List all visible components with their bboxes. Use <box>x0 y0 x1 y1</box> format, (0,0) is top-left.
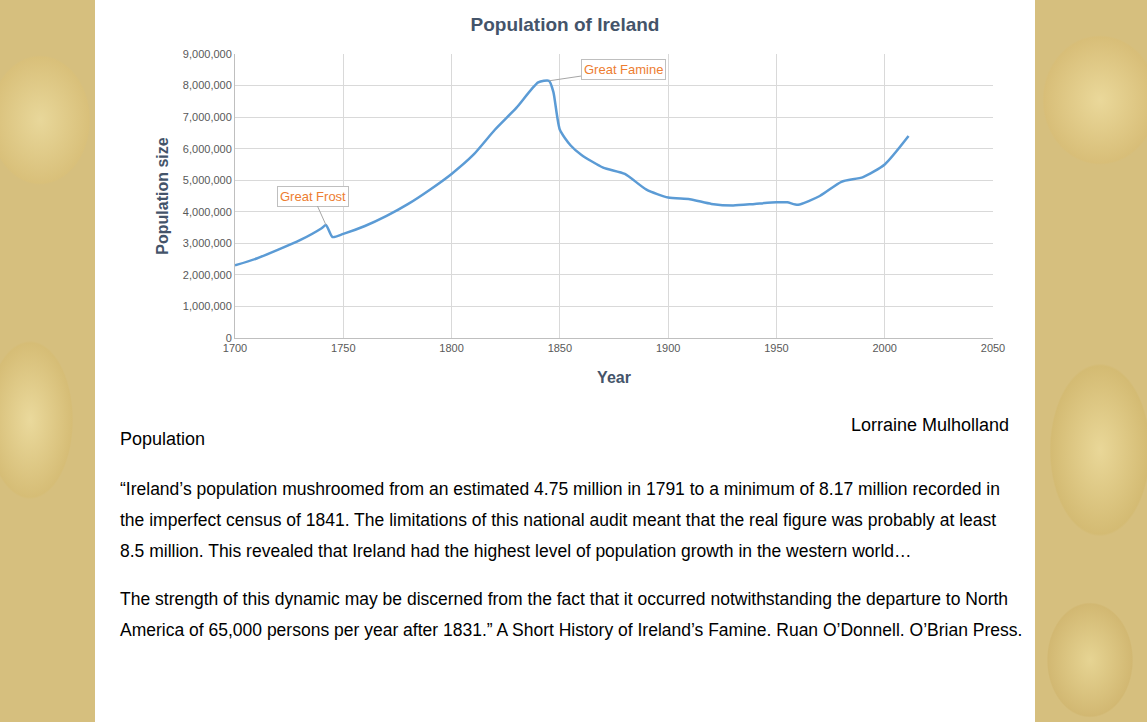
svg-text:2050: 2050 <box>981 342 1005 354</box>
svg-text:2000: 2000 <box>872 342 896 354</box>
svg-text:5,000,000: 5,000,000 <box>183 174 232 186</box>
svg-text:Great Famine: Great Famine <box>584 62 663 77</box>
html-text:The strength of this dynamic m: The strength of this dynamic may be disc… <box>120 589 1023 640</box>
html-text:“Ireland’s population mushroom: “Ireland’s population mushroomed from an… <box>120 479 1000 561</box>
svg-text:8,000,000: 8,000,000 <box>183 79 232 91</box>
svg-text:9,000,000: 9,000,000 <box>183 48 232 60</box>
svg-text:1850: 1850 <box>548 342 572 354</box>
html-text:Population: Population <box>120 429 206 449</box>
svg-text:0: 0 <box>226 332 232 344</box>
svg-text:1950: 1950 <box>764 342 788 354</box>
svg-text:Population of Ireland: Population of Ireland <box>471 14 660 35</box>
svg-text:1,000,000: 1,000,000 <box>183 300 232 312</box>
svg-text:1700: 1700 <box>223 342 247 354</box>
html-text:Lorraine Mulholland: Lorraine Mulholland <box>850 415 1009 435</box>
svg-text:4,000,000: 4,000,000 <box>183 206 232 218</box>
svg-text:1800: 1800 <box>439 342 463 354</box>
svg-text:1750: 1750 <box>331 342 355 354</box>
svg-text:6,000,000: 6,000,000 <box>183 143 232 155</box>
svg-text:Great Frost: Great Frost <box>280 189 346 204</box>
svg-text:1900: 1900 <box>656 342 680 354</box>
svg-text:Population size: Population size <box>154 137 171 254</box>
svg-text:7,000,000: 7,000,000 <box>183 111 232 123</box>
svg-text:3,000,000: 3,000,000 <box>183 237 232 249</box>
svg-text:2,000,000: 2,000,000 <box>183 269 232 281</box>
svg-text:Year: Year <box>597 369 631 386</box>
